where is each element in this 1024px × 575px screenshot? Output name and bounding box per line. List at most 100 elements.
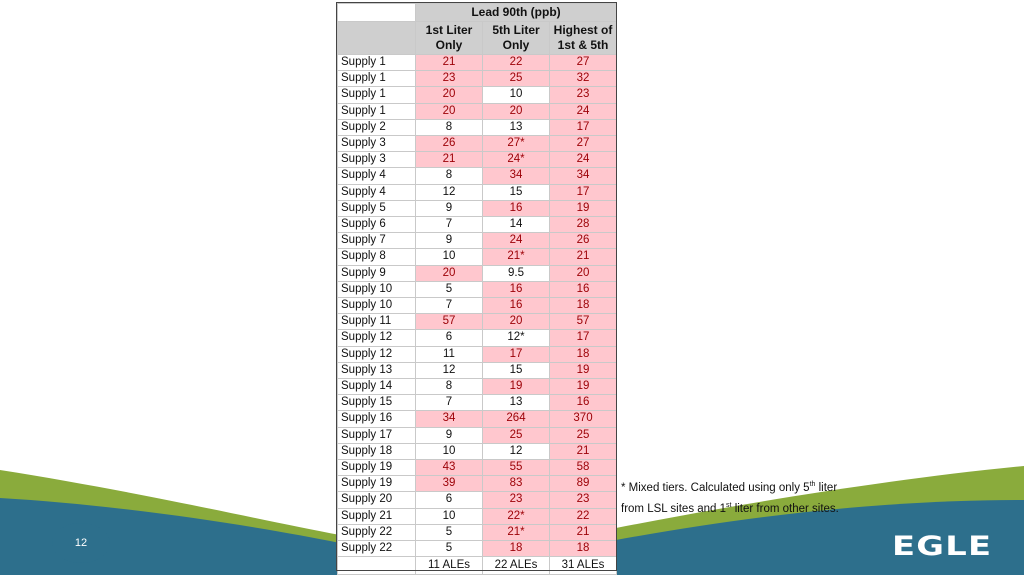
- table-row: Supply 1 20 20 24: [337, 102, 617, 120]
- table-row: Supply 14 8 19 19: [337, 378, 617, 396]
- 5th-liter-cell: 16: [482, 199, 550, 218]
- header-corner-cell: [337, 3, 416, 22]
- 1st-liter-cell: 7: [415, 394, 483, 412]
- table-row: Supply 1 23 25 32: [337, 70, 617, 88]
- highest-cell: 27: [549, 53, 617, 72]
- supply-name-cell: Supply 1: [337, 86, 416, 104]
- 1st-liter-cell: 11: [415, 345, 483, 363]
- highest-cell: 21: [549, 523, 617, 542]
- footnote-sup: st: [726, 501, 732, 509]
- 1st-liter-cell: 5: [415, 523, 483, 542]
- 5th-liter-cell: 12*: [482, 329, 550, 347]
- supply-name-cell: Supply 2: [337, 118, 416, 137]
- highest-cell: 18: [549, 345, 617, 363]
- footnote-line-1: * Mixed tiers. Calculated using only 5th…: [621, 476, 839, 497]
- col-header-highest: Highest of 1st & 5th: [549, 21, 617, 55]
- highest-cell: 21: [549, 442, 617, 461]
- 1st-liter-cell: 10: [415, 248, 483, 266]
- 5th-liter-cell: 22: [482, 53, 550, 72]
- table-row: Supply 6 7 14 28: [337, 216, 617, 234]
- 5th-liter-cell: 21*: [482, 248, 550, 266]
- supply-name-cell: Supply 19: [337, 475, 416, 493]
- highest-cell: 18: [549, 540, 617, 558]
- 5th-liter-cell: 19: [482, 378, 550, 396]
- 1st-liter-cell: 39: [415, 475, 483, 493]
- supply-name-cell: Supply 8: [337, 248, 416, 266]
- table-row: Supply 20 6 23 23: [337, 491, 617, 509]
- 5th-liter-cell: 21*: [482, 523, 550, 542]
- supply-name-cell: Supply 1: [337, 53, 416, 72]
- 5th-liter-cell: 16: [482, 297, 550, 315]
- table-body: Supply 1 21 22 27 Supply 1 23 25 32 Supply 1 20 10…: [337, 53, 617, 558]
- 5th-liter-cell: 27*: [482, 135, 550, 153]
- 1st-liter-cell: 8: [415, 167, 483, 185]
- 5th-liter-cell: 10: [482, 86, 550, 104]
- 5th-liter-cell: 34: [482, 167, 550, 185]
- table-row: Supply 3 26 27* 27: [337, 135, 617, 153]
- supply-name-cell: Supply 3: [337, 151, 416, 169]
- highest-cell: 34: [549, 167, 617, 185]
- 1st-liter-cell: 21: [415, 151, 483, 169]
- 1st-liter-cell: 10: [415, 442, 483, 461]
- highest-cell: 17: [549, 118, 617, 137]
- footer-highest-count: 31 ALEs: [549, 556, 617, 575]
- table-row: Supply 16 34 264 370: [337, 410, 617, 428]
- 5th-liter-cell: 25: [482, 70, 550, 88]
- 1st-liter-cell: 5: [415, 540, 483, 558]
- table-row: Supply 1 21 22 27: [337, 53, 617, 72]
- 5th-liter-cell: 15: [482, 183, 550, 201]
- table-row: Supply 9 20 9.5 20: [337, 264, 617, 282]
- table-row: Supply 1 20 10 23: [337, 86, 617, 104]
- supply-name-cell: Supply 20: [337, 491, 416, 509]
- 5th-liter-cell: 264: [482, 410, 550, 428]
- 5th-liter-cell: 24: [482, 232, 550, 250]
- 5th-liter-cell: 9.5: [482, 264, 550, 282]
- col-header-5th-liter: 5th Liter Only: [482, 21, 550, 55]
- egle-logo: EGLE: [892, 531, 993, 562]
- table-row: Supply 22 5 18 18: [337, 540, 617, 558]
- supply-name-cell: Supply 6: [337, 216, 416, 234]
- supply-name-cell: Supply 13: [337, 361, 416, 380]
- footnote-text: from LSL sites and 1: [621, 502, 727, 515]
- 5th-liter-cell: 55: [482, 459, 550, 477]
- table-row: Supply 13 12 15 19: [337, 361, 617, 380]
- supply-name-cell: Supply 10: [337, 280, 416, 299]
- table-row: Supply 7 9 24 26: [337, 232, 617, 250]
- highest-cell: 27: [549, 135, 617, 153]
- footnote: * Mixed tiers. Calculated using only 5th…: [621, 476, 839, 518]
- table-row: Supply 15 7 13 16: [337, 394, 617, 412]
- 5th-liter-cell: 20: [482, 102, 550, 120]
- supply-name-cell: Supply 10: [337, 297, 416, 315]
- highest-cell: 28: [549, 216, 617, 234]
- supply-name-cell: Supply 12: [337, 329, 416, 347]
- highest-cell: 25: [549, 426, 617, 444]
- highest-cell: 89: [549, 475, 617, 493]
- table-row: Supply 8 10 21* 21: [337, 248, 617, 266]
- supply-name-cell: Supply 12: [337, 345, 416, 363]
- 1st-liter-cell: 26: [415, 135, 483, 153]
- footnote-text: liter from other sites.: [731, 502, 839, 515]
- 1st-liter-cell: 20: [415, 102, 483, 120]
- supply-name-cell: Supply 22: [337, 523, 416, 542]
- 1st-liter-cell: 21: [415, 53, 483, 72]
- 1st-liter-cell: 8: [415, 118, 483, 137]
- highest-cell: 20: [549, 264, 617, 282]
- 1st-liter-cell: 8: [415, 378, 483, 396]
- 5th-liter-cell: 23: [482, 491, 550, 509]
- highest-cell: 24: [549, 102, 617, 120]
- highest-cell: 370: [549, 410, 617, 428]
- 5th-liter-cell: 24*: [482, 151, 550, 169]
- 1st-liter-cell: 6: [415, 329, 483, 347]
- 5th-liter-cell: 13: [482, 394, 550, 412]
- supply-name-cell: Supply 16: [337, 410, 416, 428]
- table-row: Supply 19 43 55 58: [337, 459, 617, 477]
- 1st-liter-cell: 12: [415, 361, 483, 380]
- 1st-liter-cell: 7: [415, 297, 483, 315]
- 1st-liter-cell: 34: [415, 410, 483, 428]
- highest-cell: 17: [549, 329, 617, 347]
- footnote-line-2: from LSL sites and 1st liter from other …: [621, 497, 839, 518]
- footer-blank-cell: [337, 556, 416, 575]
- table-row: Supply 11 57 20 57: [337, 313, 617, 331]
- 1st-liter-cell: 9: [415, 426, 483, 444]
- supply-name-cell: Supply 4: [337, 183, 416, 201]
